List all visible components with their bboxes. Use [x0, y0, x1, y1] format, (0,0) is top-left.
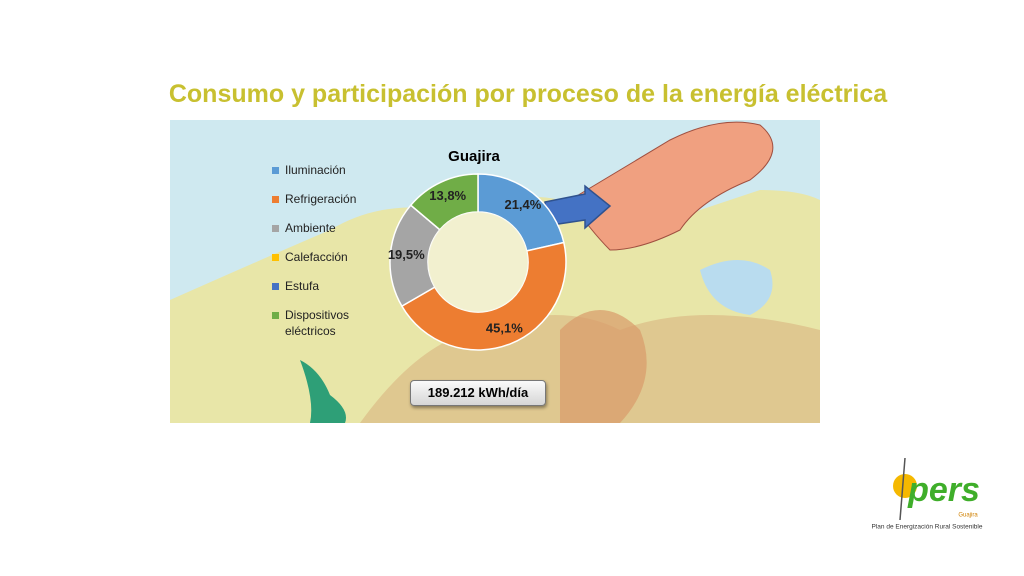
slide-title: Consumo y participación por proceso de l… — [168, 80, 888, 108]
donut-hole — [428, 212, 528, 312]
logo-name: pers — [907, 471, 980, 509]
legend-swatch — [272, 254, 279, 261]
slice — [409, 173, 479, 231]
legend-item: Dispositivos eléctricos — [272, 307, 370, 339]
legend-item: Estufa — [272, 278, 392, 294]
legend-swatch — [272, 196, 279, 203]
slice-label: 45,1% — [486, 320, 523, 335]
legend-label: Iluminación — [285, 163, 346, 177]
legend-item: Iluminación — [272, 162, 392, 178]
logo-tagline: Plan de Energización Rural Sostenible — [872, 524, 983, 531]
chart-title: Guajira — [448, 148, 500, 165]
legend: Iluminación Refrigeración Ambiente Calefacc… — [272, 162, 392, 352]
legend-swatch — [272, 167, 279, 174]
legend-label: Ambiente — [285, 221, 336, 235]
legend-label: Estufa — [285, 279, 320, 293]
legend-item: Refrigeración — [272, 191, 392, 207]
legend-label: Dispositivos eléctricos — [285, 308, 350, 338]
slice-label: 13,8% — [429, 188, 466, 203]
legend-label: Refrigeración — [285, 192, 357, 206]
legend-swatch — [272, 312, 279, 319]
slice-label: 21,4% — [504, 197, 541, 212]
legend-label: Calefacción — [285, 250, 348, 264]
legend-swatch — [272, 283, 279, 290]
logo: pers Guajira Plan de Energización Rural … — [872, 457, 983, 531]
legend-item: Calefacción — [272, 249, 392, 265]
total-label: 189.212 kWh/día — [410, 380, 546, 406]
logo-region: Guajira — [958, 513, 978, 519]
slice-label: 19,5% — [388, 247, 425, 262]
legend-item: Ambiente — [272, 220, 392, 236]
legend-swatch — [272, 225, 279, 232]
